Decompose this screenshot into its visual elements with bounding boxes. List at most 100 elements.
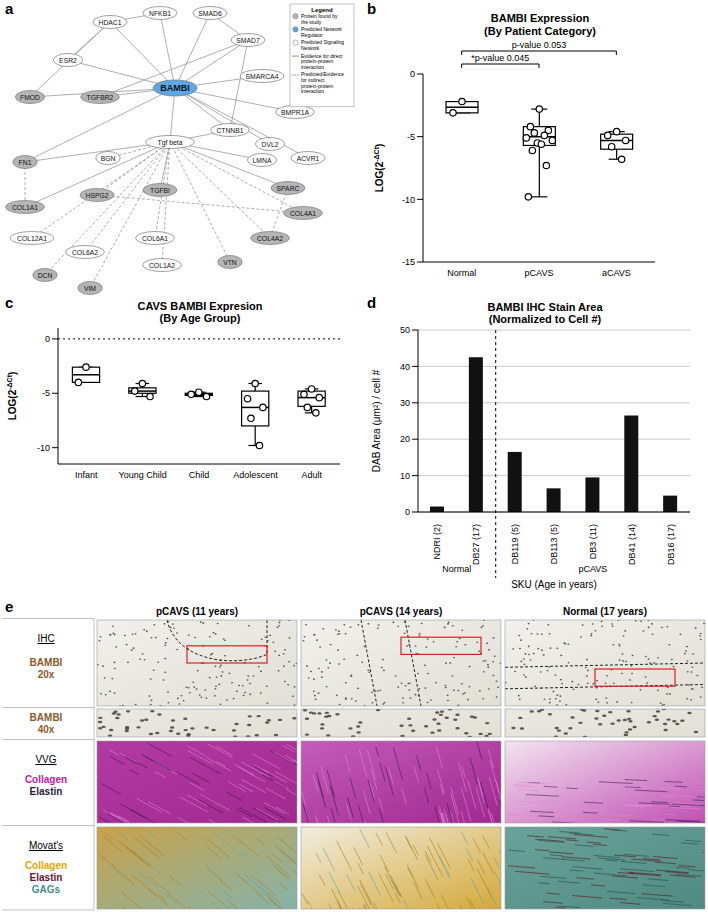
svg-text:protein-protein: protein-protein <box>301 58 333 64</box>
svg-text:BMPR1A: BMPR1A <box>281 109 309 116</box>
svg-text:(By Age Group): (By Age Group) <box>160 312 241 324</box>
svg-text:c: c <box>5 294 13 311</box>
svg-text:for indirect: for indirect <box>301 77 325 83</box>
svg-text:Young Child: Young Child <box>118 470 166 480</box>
svg-text:Tgf beta: Tgf beta <box>158 139 183 147</box>
svg-text:aCAVS: aCAVS <box>602 268 631 278</box>
svg-text:BAMBI: BAMBI <box>160 83 190 93</box>
svg-text:BAMBI IHC Stain Area: BAMBI IHC Stain Area <box>487 301 603 313</box>
svg-text:Infant: Infant <box>75 470 98 480</box>
svg-text:Collagen: Collagen <box>25 774 67 785</box>
svg-text:protein-protein: protein-protein <box>301 83 333 89</box>
svg-text:VTN: VTN <box>223 259 237 266</box>
svg-text:TGFBR2: TGFBR2 <box>87 94 114 101</box>
svg-text:NDRI (2): NDRI (2) <box>432 524 442 560</box>
svg-text:the study: the study <box>301 19 322 25</box>
svg-text:30: 30 <box>400 398 410 408</box>
svg-text:Normal: Normal <box>447 268 476 278</box>
svg-text:p-value 0.053: p-value 0.053 <box>512 40 567 50</box>
svg-text:Child: Child <box>189 470 210 480</box>
svg-text:DB27 (17): DB27 (17) <box>471 524 481 565</box>
svg-text:Adult: Adult <box>302 470 323 480</box>
svg-text:COL4A1: COL4A1 <box>290 210 316 217</box>
svg-text:50: 50 <box>400 325 410 335</box>
svg-text:DCN: DCN <box>38 272 53 279</box>
svg-text:BAMBI: BAMBI <box>30 712 63 723</box>
svg-text:(Normalized to Cell #): (Normalized to Cell #) <box>489 313 602 325</box>
svg-text:BAMBI: BAMBI <box>30 657 63 668</box>
svg-text:pCAVS: pCAVS <box>578 564 607 574</box>
svg-text:Movat's: Movat's <box>29 840 63 851</box>
svg-text:CTNNB1: CTNNB1 <box>216 127 243 134</box>
svg-text:FN1: FN1 <box>19 159 32 166</box>
svg-text:NFKB1: NFKB1 <box>149 10 171 17</box>
svg-text:a: a <box>5 0 14 17</box>
svg-text:pCAVS (14 years): pCAVS (14 years) <box>360 606 443 617</box>
svg-text:-10: -10 <box>402 195 415 205</box>
svg-text:TGFBI: TGFBI <box>150 187 170 194</box>
svg-text:DB113 (5): DB113 (5) <box>549 524 559 564</box>
svg-text:Regulator: Regulator <box>301 32 323 38</box>
svg-text:HSPG2: HSPG2 <box>85 192 108 199</box>
svg-text:VVG: VVG <box>35 754 56 765</box>
svg-text:20: 20 <box>400 434 410 444</box>
svg-text:40x: 40x <box>38 724 55 735</box>
svg-text:Evidence for direct: Evidence for direct <box>301 53 343 59</box>
svg-text:DB3 (11): DB3 (11) <box>588 524 598 559</box>
svg-text:SMARCA4: SMARCA4 <box>246 73 279 80</box>
svg-text:pCAVS: pCAVS <box>525 268 554 278</box>
svg-text:(By Patient Category): (By Patient Category) <box>484 25 596 37</box>
svg-text:e: e <box>5 598 13 615</box>
svg-text:0: 0 <box>405 507 410 517</box>
svg-text:Collagen: Collagen <box>25 860 67 871</box>
svg-text:COL12A1: COL12A1 <box>17 235 47 242</box>
svg-text:b: b <box>367 0 376 17</box>
svg-text:Network: Network <box>301 45 320 51</box>
svg-text:LOG(2-ΔCt): LOG(2-ΔCt) <box>6 372 18 421</box>
svg-text:-5: -5 <box>42 388 50 398</box>
svg-text:interaction: interaction <box>301 88 324 94</box>
svg-text:GAGs: GAGs <box>32 884 61 895</box>
svg-text:SMAD6: SMAD6 <box>198 10 222 17</box>
svg-text:LOG(2-ΔCt): LOG(2-ΔCt) <box>373 144 385 193</box>
svg-text:-5: -5 <box>407 132 415 142</box>
svg-text:10: 10 <box>400 471 410 481</box>
svg-text:interaction: interaction <box>301 64 324 70</box>
svg-text:Predicted Network: Predicted Network <box>301 26 342 32</box>
svg-text:40: 40 <box>400 362 410 372</box>
svg-text:Elastin: Elastin <box>30 786 63 797</box>
svg-text:pCAVS (11 years): pCAVS (11 years) <box>156 606 238 617</box>
svg-text:COL6A2: COL6A2 <box>72 249 98 256</box>
svg-text:COL6A1: COL6A1 <box>142 235 168 242</box>
svg-text:CAVS BAMBI Expresion: CAVS BAMBI Expresion <box>137 300 262 312</box>
svg-text:Predicted Signaling: Predicted Signaling <box>301 39 344 45</box>
svg-text:DB16 (17): DB16 (17) <box>666 524 676 565</box>
svg-text:DB41 (14): DB41 (14) <box>627 524 637 565</box>
svg-text:FMOD: FMOD <box>20 94 40 101</box>
svg-text:SPARC: SPARC <box>277 185 300 192</box>
svg-text:BAMBI Expression: BAMBI Expression <box>491 12 590 24</box>
svg-text:HDAC1: HDAC1 <box>98 19 121 26</box>
svg-text:Protein found by: Protein found by <box>301 13 338 19</box>
svg-text:SMAD7: SMAD7 <box>236 37 260 44</box>
svg-text:IHC: IHC <box>37 633 54 644</box>
svg-text:Legend: Legend <box>311 7 333 13</box>
svg-text:DAB Area (μm²) / cell #: DAB Area (μm²) / cell # <box>371 369 382 472</box>
svg-text:Normal: Normal <box>442 564 471 574</box>
svg-text:-15: -15 <box>402 257 415 267</box>
svg-text:0: 0 <box>45 334 50 344</box>
svg-text:LMNA: LMNA <box>253 157 272 164</box>
svg-text:COL4A2: COL4A2 <box>257 235 283 242</box>
svg-text:COL1A2: COL1A2 <box>149 262 175 269</box>
svg-text:d: d <box>367 294 376 311</box>
svg-text:SKU (Age in years): SKU (Age in years) <box>511 579 597 590</box>
svg-text:DVL2: DVL2 <box>261 141 278 148</box>
svg-text:Elastin: Elastin <box>30 872 63 883</box>
svg-text:COL1A1: COL1A1 <box>12 204 38 211</box>
svg-text:20x: 20x <box>38 669 55 680</box>
svg-text:Normal (17 years): Normal (17 years) <box>563 606 647 617</box>
svg-text:-10: -10 <box>37 443 50 453</box>
svg-text:BGN: BGN <box>101 155 116 162</box>
svg-text:VIM: VIM <box>84 285 96 292</box>
svg-text:ESR2: ESR2 <box>59 57 77 64</box>
